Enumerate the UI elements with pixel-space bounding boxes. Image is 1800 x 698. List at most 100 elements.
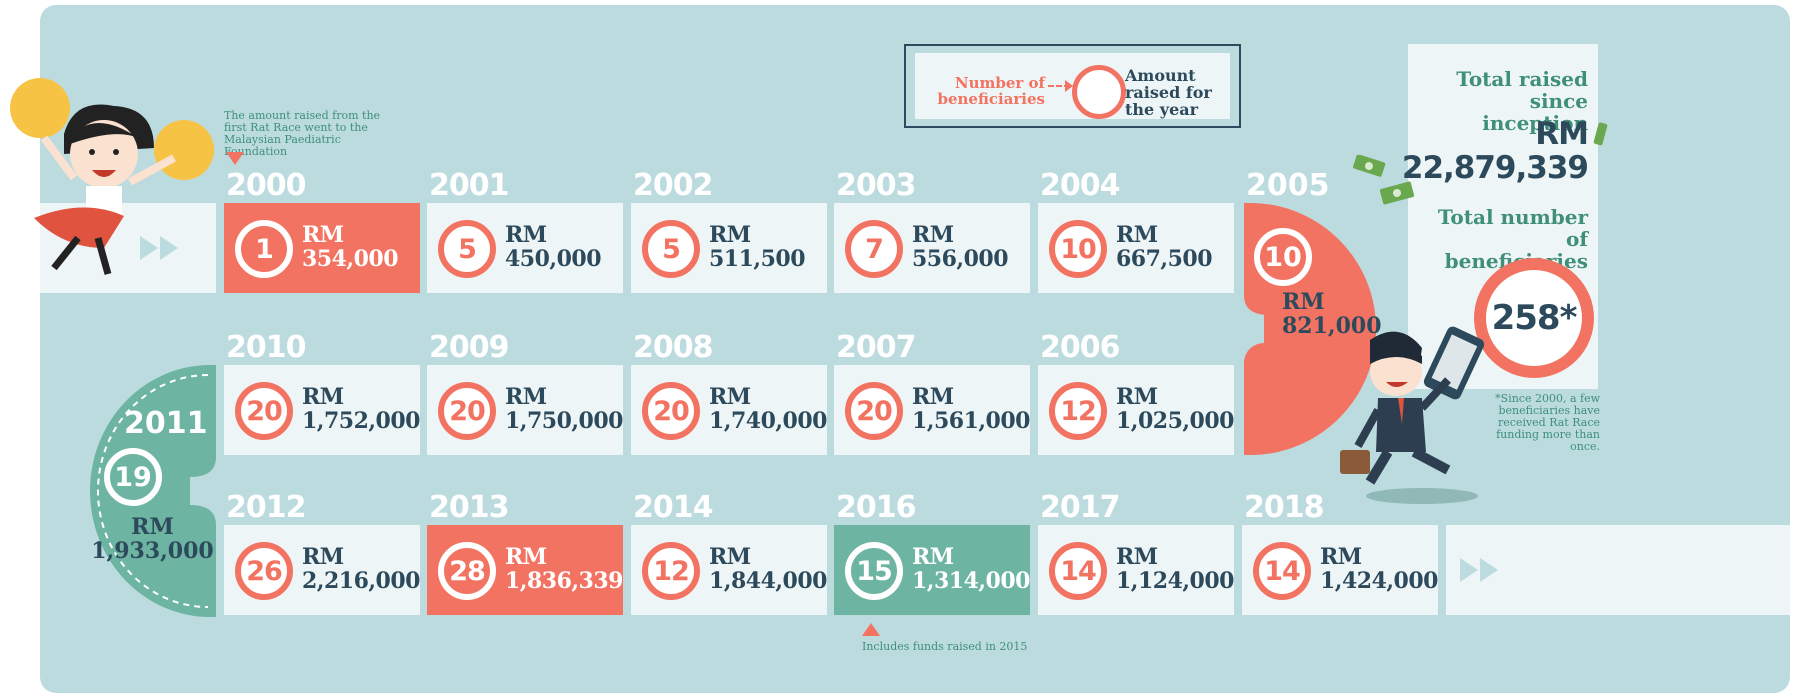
beneficiaries-circle-2004: 10: [1049, 220, 1107, 278]
amount-text-2009: RM 1,750,000: [505, 384, 623, 434]
legend-arrow: [1048, 85, 1070, 87]
amount-text-2003: RM 556,000: [912, 222, 1009, 272]
amount-2005: RM 821,000: [1282, 290, 1392, 338]
beneficiaries-circle-2009: 20: [438, 382, 496, 440]
beneficiaries-circle-2016: 15: [845, 542, 903, 600]
amount-text-2010: RM 1,752,000: [302, 384, 420, 434]
year-label-2014: 2014: [633, 490, 713, 525]
fast-forward-icon: [1460, 558, 1498, 582]
amount-text-2012: RM 2,216,000: [302, 544, 420, 594]
total-raised-title-text: Total raised since inception: [1456, 67, 1588, 135]
legend-circle: [1072, 65, 1126, 119]
beneficiaries-circle-2006: 12: [1049, 382, 1107, 440]
year-label-2002: 2002: [633, 168, 713, 203]
year-cell-2009: 20 RM 1,750,000: [427, 365, 623, 455]
year-cell-2016: 15 RM 1,314,000: [834, 525, 1030, 615]
amount-text-2000: RM 354,000: [302, 222, 399, 272]
year-cell-2002: 5 RM 511,500: [631, 203, 827, 293]
legend-amount-text: Amount raised for the year: [1125, 66, 1212, 119]
amount-2014: RM 1,844,000: [709, 544, 827, 594]
amount-text-2002: RM 511,500: [709, 222, 806, 272]
year-cell-2008: 20 RM 1,740,000: [631, 365, 827, 455]
beneficiaries-circle-2005: 10: [1254, 228, 1312, 286]
footnote-since-2000: *Since 2000, a few beneficiaries have re…: [1495, 392, 1600, 453]
year-label-2001: 2001: [429, 168, 509, 203]
amount-2017: RM 1,124,000: [1116, 544, 1234, 594]
amount-2016: RM 1,314,000: [912, 544, 1030, 594]
amount-2009: RM 1,750,000: [505, 384, 623, 434]
amount-text-2006: RM 1,025,000: [1116, 384, 1234, 434]
amount-2012: RM 2,216,000: [302, 544, 420, 594]
year-cell-2017: 14 RM 1,124,000: [1038, 525, 1234, 615]
year-label-2010: 2010: [226, 330, 306, 365]
amount-text-2018: RM 1,424,000: [1320, 544, 1438, 594]
year-label-2000: 2000: [226, 168, 306, 203]
beneficiaries-circle-2002: 5: [642, 220, 700, 278]
year-label-2008: 2008: [633, 330, 713, 365]
total-beneficiaries-title: Total number of beneficiaries: [1418, 206, 1588, 272]
banknote-icon: [1353, 155, 1386, 177]
banknote-icon: [1593, 122, 1608, 146]
beneficiaries-circle-2013: 28: [438, 542, 496, 600]
year-cell-2004: 10 RM 667,500: [1038, 203, 1234, 293]
note-pointer-2016: [862, 623, 880, 636]
amount-2011: RM 1,933,000: [90, 515, 215, 563]
year-cell-2001: 5 RM 450,000: [427, 203, 623, 293]
beneficiaries-circle-2001: 5: [438, 220, 496, 278]
beneficiaries-circle-2018: 14: [1253, 542, 1311, 600]
beneficiaries-circle-2000: 1: [235, 220, 293, 278]
amount-text-2014: RM 1,844,000: [709, 544, 827, 594]
fast-forward-icon: [140, 236, 178, 260]
amount-text-2004: RM 667,500: [1116, 222, 1213, 272]
beneficiaries-circle-2012: 26: [235, 542, 293, 600]
amount-2000: RM 354,000: [302, 223, 418, 271]
year-cell-2007: 20 RM 1,561,000: [834, 365, 1030, 455]
amount-text-2013: RM 1,836,339: [505, 544, 623, 594]
year-label-2013: 2013: [429, 490, 509, 525]
amount-text-2016: RM 1,314,000: [912, 544, 1030, 594]
year-cell-2014: 12 RM 1,844,000: [631, 525, 827, 615]
amount-2008: RM 1,740,000: [709, 384, 827, 434]
note-pointer-2000: [226, 152, 244, 165]
year-label-2006: 2006: [1040, 330, 1120, 365]
banknote-icon: [1379, 181, 1415, 205]
amount-2002: RM 511,500: [709, 223, 825, 271]
year-label-2003: 2003: [836, 168, 916, 203]
year-cell-2012: 26 RM 2,216,000: [224, 525, 420, 615]
amount-2006: RM 1,025,000: [1116, 384, 1234, 434]
beneficiaries-circle-2017: 14: [1049, 542, 1107, 600]
beneficiaries-circle-2008: 20: [642, 382, 700, 440]
year-cell-2010: 20 RM 1,752,000: [224, 365, 420, 455]
end-band: [1446, 525, 1790, 615]
legend-beneficiaries-label: Number of beneficiaries: [937, 74, 1045, 108]
beneficiaries-circle-2010: 20: [235, 382, 293, 440]
beneficiaries-circle-2014: 12: [642, 542, 700, 600]
amount-2001: RM 450,000: [505, 223, 621, 271]
amount-2013: RM 1,836,339: [505, 544, 623, 594]
beneficiaries-circle-2003: 7: [845, 220, 903, 278]
amount-text-2008: RM 1,740,000: [709, 384, 827, 434]
amount-2003: RM 556,000: [912, 223, 1028, 271]
year-label-2011: 2011: [124, 406, 208, 441]
year-label-2004: 2004: [1040, 168, 1120, 203]
beneficiaries-circle-2011: 19: [104, 448, 162, 506]
amount-text-2017: RM 1,124,000: [1116, 544, 1234, 594]
amount-2007: RM 1,561,000: [912, 385, 1030, 433]
legend-amount-label: Amount raised for the year: [1125, 67, 1225, 118]
legend-inner: Number of beneficiaries Amount raised fo…: [915, 53, 1230, 119]
total-raised-currency: RM: [1535, 116, 1589, 152]
legend: Number of beneficiaries Amount raised fo…: [904, 44, 1241, 128]
year-label-2018: 2018: [1244, 490, 1324, 525]
amount-2004: RM 667,500: [1116, 223, 1232, 271]
total-raised-value: 22,879,339: [1401, 150, 1589, 186]
year-label-2017: 2017: [1040, 490, 1120, 525]
legend-arrowhead: [1065, 80, 1073, 92]
year-label-2007: 2007: [836, 330, 916, 365]
year-cell-2000: 1 RM 354,000: [224, 203, 420, 293]
year-label-2005: 2005: [1246, 168, 1330, 203]
amount-2018: RM 1,424,000: [1320, 544, 1438, 594]
total-raised-amount: RM 22,879,339: [1401, 116, 1589, 186]
total-raised-title: Total raised since inception: [1418, 68, 1588, 134]
amount-text-2005: RM 821,000: [1282, 289, 1382, 339]
